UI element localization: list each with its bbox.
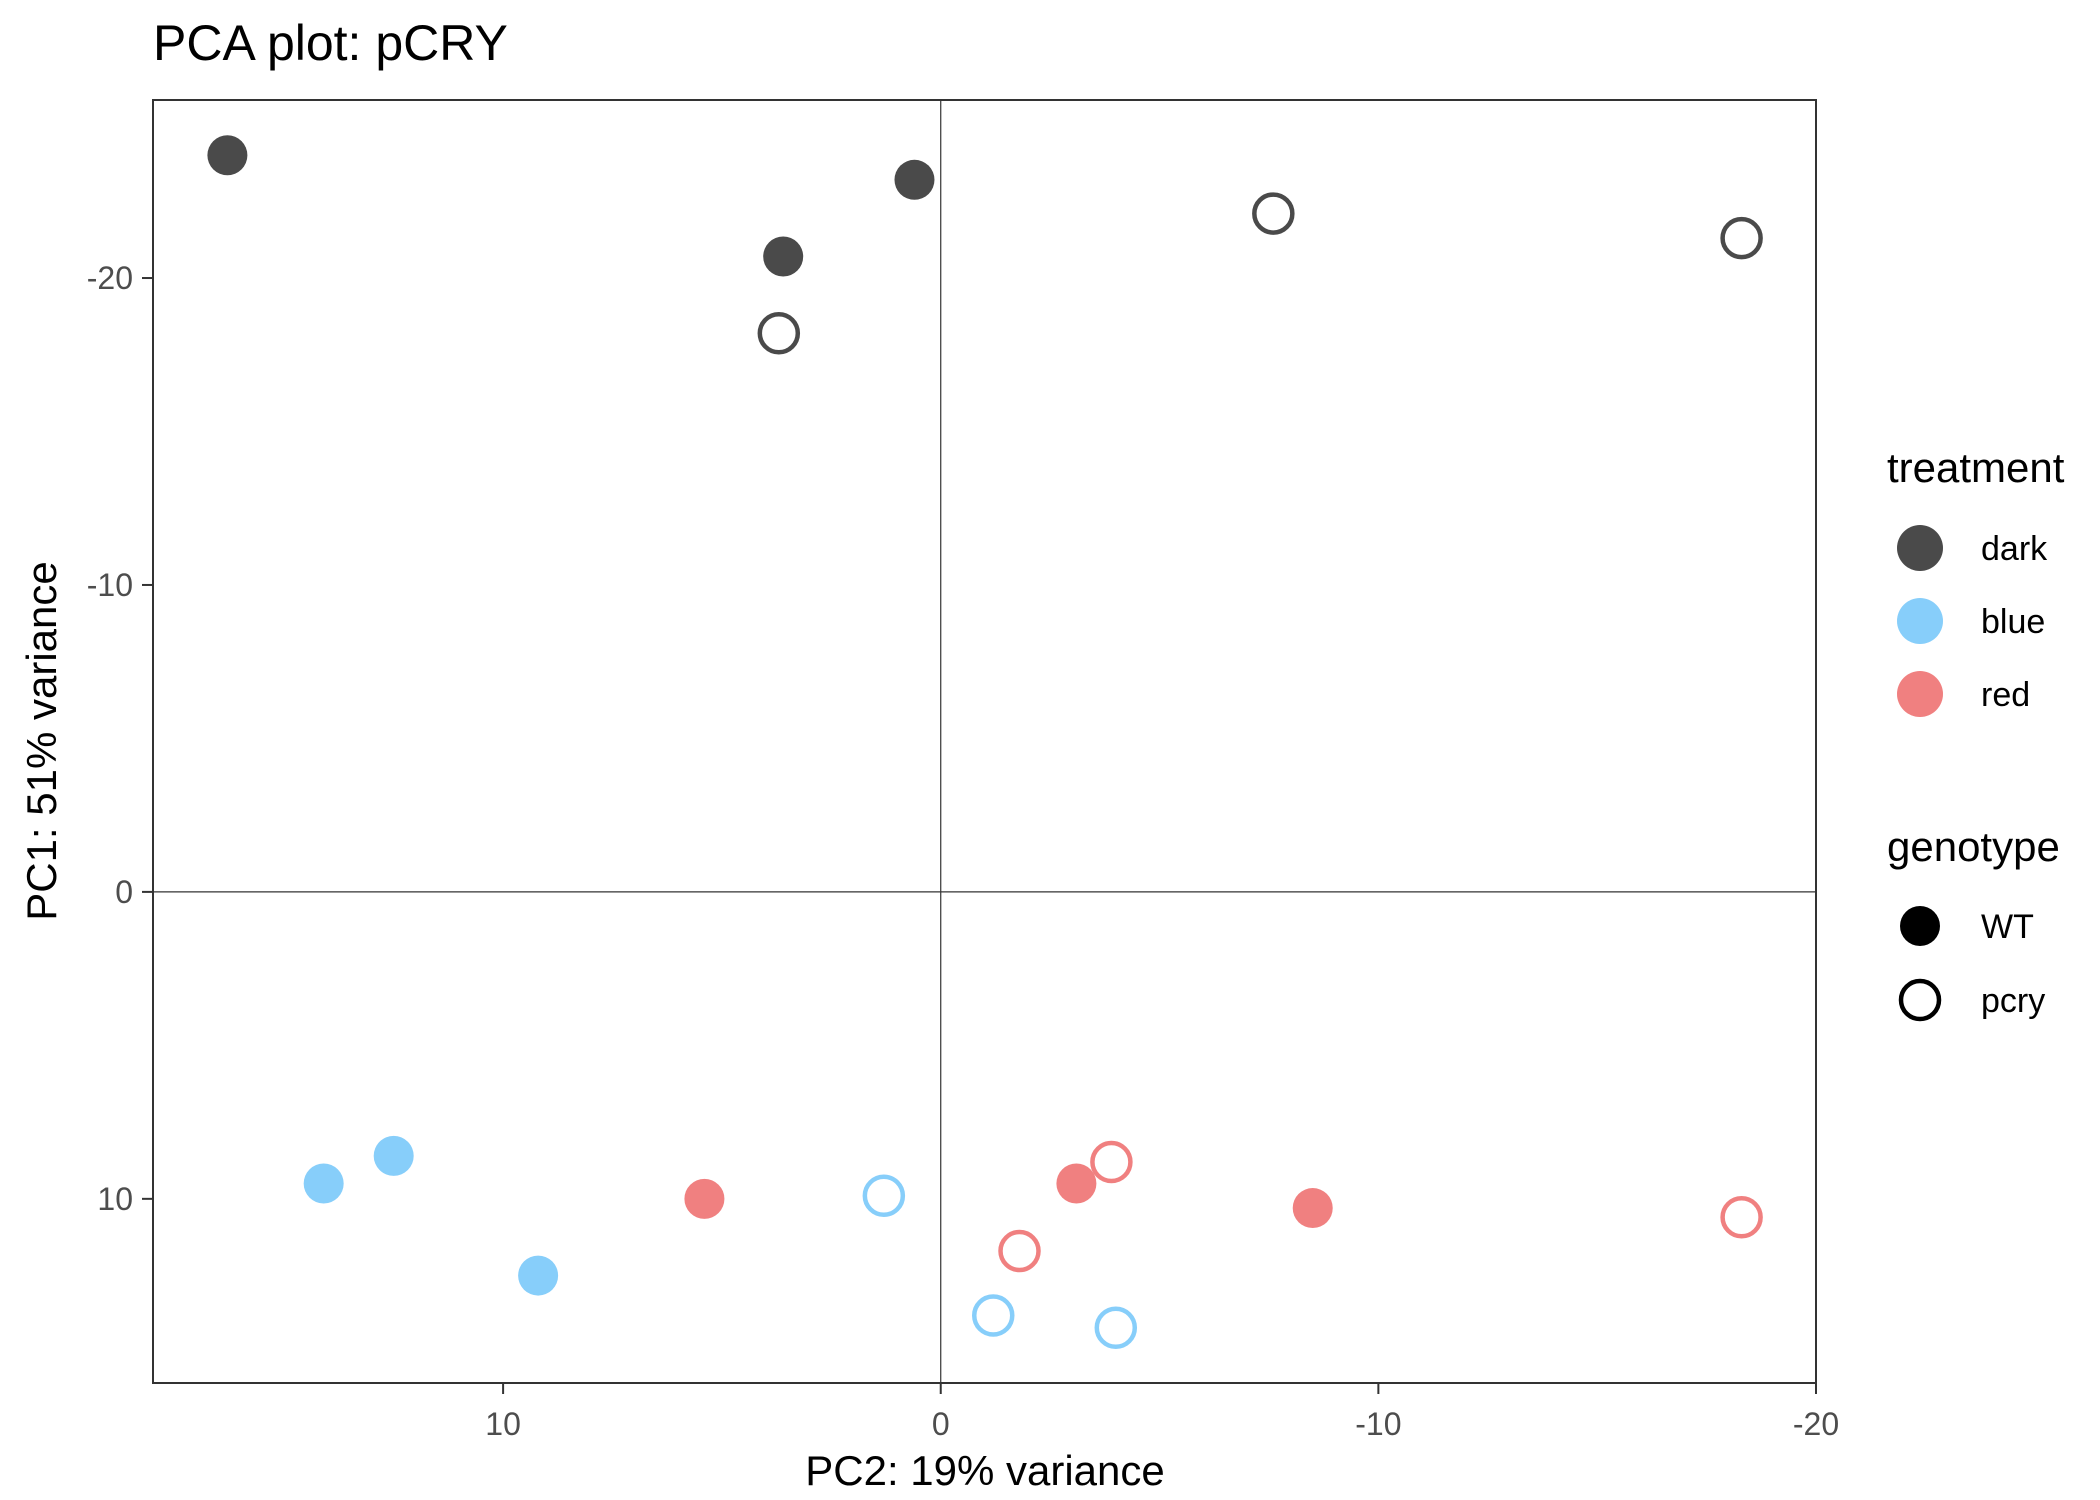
y-axis-title: PC1: 51% variance — [18, 561, 65, 921]
legend-title-genotype: genotype — [1887, 823, 2060, 870]
data-point-red-pcry — [1090, 1140, 1133, 1184]
data-point-blue-pcry — [1094, 1306, 1138, 1350]
data-point-red-WT — [684, 1178, 725, 1219]
data-point-red-pcry — [1720, 1196, 1763, 1239]
x-tick-label: -20 — [1793, 1406, 1839, 1442]
data-point-blue-pcry — [972, 1294, 1015, 1337]
y-tick-label: -10 — [87, 567, 133, 603]
x-tick-label: -10 — [1355, 1406, 1401, 1442]
legend-key-pcry — [1898, 978, 1942, 1022]
y-tick-label: 0 — [115, 874, 133, 910]
x-tick-label: 0 — [932, 1406, 950, 1442]
legend-label-dark: dark — [1981, 530, 2048, 568]
y-axis: -20 -10 0 10 — [87, 260, 153, 1217]
data-point-dark-WT — [894, 159, 935, 200]
legend-label-pcry: pcry — [1981, 982, 2045, 1020]
data-point-red-pcry — [998, 1229, 1041, 1273]
data-point-blue-WT — [518, 1255, 559, 1296]
x-axis-title: PC2: 19% variance — [805, 1447, 1165, 1494]
data-point-dark-WT — [763, 236, 804, 277]
x-axis: 10 0 -10 -20 — [485, 1383, 1839, 1442]
y-tick-label: 10 — [97, 1181, 133, 1217]
legend: treatment dark blue red genotype WT pcry — [1887, 444, 2065, 1022]
data-point-blue-WT — [373, 1135, 414, 1176]
data-point-blue-pcry — [862, 1174, 906, 1218]
legend-key-red — [1897, 671, 1943, 717]
legend-title-treatment: treatment — [1887, 444, 2065, 491]
legend-genotype-items: WT pcry — [1898, 906, 2045, 1022]
data-point-blue-WT — [303, 1163, 344, 1204]
points-layer — [207, 135, 1763, 1350]
legend-treatment-items: dark blue red — [1897, 525, 2048, 717]
plot-area — [152, 99, 1817, 1384]
plot-panel-border — [152, 99, 1817, 1384]
data-point-dark-pcry — [1252, 192, 1295, 235]
legend-label-red: red — [1981, 676, 2030, 714]
data-point-dark-WT — [207, 135, 248, 176]
data-point-red-WT — [1292, 1188, 1333, 1229]
y-tick-label: -20 — [87, 260, 133, 296]
x-tick-label: 10 — [485, 1406, 521, 1442]
legend-label-blue: blue — [1981, 603, 2045, 641]
legend-label-WT: WT — [1981, 908, 2034, 946]
data-point-dark-pcry — [1720, 216, 1763, 260]
chart-title: PCA plot: pCRY — [153, 15, 508, 71]
legend-key-WT — [1900, 906, 1940, 946]
legend-key-dark — [1897, 525, 1943, 571]
legend-key-blue — [1897, 598, 1943, 644]
data-point-dark-pcry — [757, 312, 801, 355]
data-point-red-WT — [1056, 1163, 1097, 1204]
